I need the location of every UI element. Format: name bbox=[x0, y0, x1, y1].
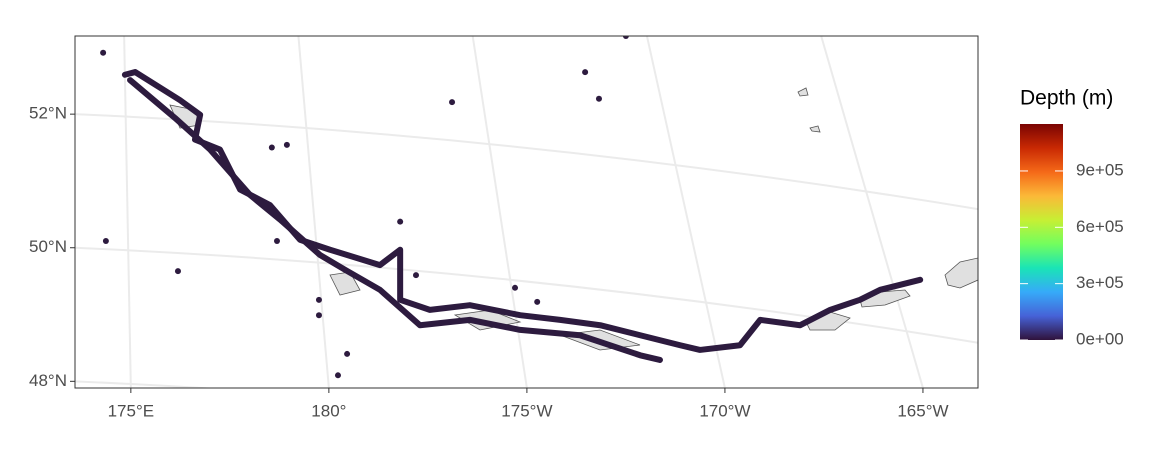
colorbar-tick-label: 9e+05 bbox=[1076, 160, 1124, 179]
track-point bbox=[174, 268, 181, 275]
y-tick-label: 52°N bbox=[29, 104, 67, 123]
colorbar-tick-label: 0e+00 bbox=[1076, 329, 1124, 348]
track-point bbox=[622, 36, 629, 39]
meridian bbox=[645, 36, 726, 388]
track-point bbox=[268, 144, 275, 151]
parallel bbox=[75, 113, 978, 211]
colorbar-ticks: 0e+00 3e+05 6e+05 9e+05 bbox=[1020, 160, 1124, 348]
x-tick-label: 170°W bbox=[699, 401, 750, 420]
colorbar bbox=[1020, 124, 1063, 340]
track-point bbox=[534, 298, 541, 305]
track-point bbox=[512, 284, 519, 291]
meridian bbox=[820, 36, 924, 388]
x-tick-label: 175°E bbox=[108, 401, 155, 420]
meridian bbox=[297, 36, 330, 388]
meridian bbox=[123, 36, 132, 388]
track-point bbox=[315, 312, 322, 319]
colorbar-tick-label: 3e+05 bbox=[1076, 273, 1124, 292]
survey-tracks bbox=[100, 36, 924, 379]
x-tick-label: 165°W bbox=[897, 401, 948, 420]
colorbar-tick-label: 6e+05 bbox=[1076, 217, 1124, 236]
track-line bbox=[127, 77, 663, 363]
track-point bbox=[315, 296, 322, 303]
track-point bbox=[413, 272, 420, 279]
track-point bbox=[344, 350, 351, 357]
track-point bbox=[397, 218, 404, 225]
track-point bbox=[582, 69, 589, 76]
track-point bbox=[100, 49, 107, 56]
track-point bbox=[273, 238, 280, 245]
y-tick-label: 48°N bbox=[29, 371, 67, 390]
track-point bbox=[102, 238, 109, 245]
x-tick-label: 180° bbox=[311, 401, 346, 420]
track-point bbox=[449, 99, 456, 106]
track-point bbox=[334, 372, 341, 379]
panel-background bbox=[75, 36, 978, 388]
track-point bbox=[283, 141, 290, 148]
x-tick-label: 175°W bbox=[501, 401, 552, 420]
y-tick-label: 50°N bbox=[29, 237, 67, 256]
track-point bbox=[595, 95, 602, 102]
parallel bbox=[75, 246, 978, 344]
legend-title: Depth (m) bbox=[1020, 87, 1113, 110]
axes: 175°E 180° 175°W 170°W 165°W 48°N 50°N 52°N bbox=[29, 104, 949, 421]
